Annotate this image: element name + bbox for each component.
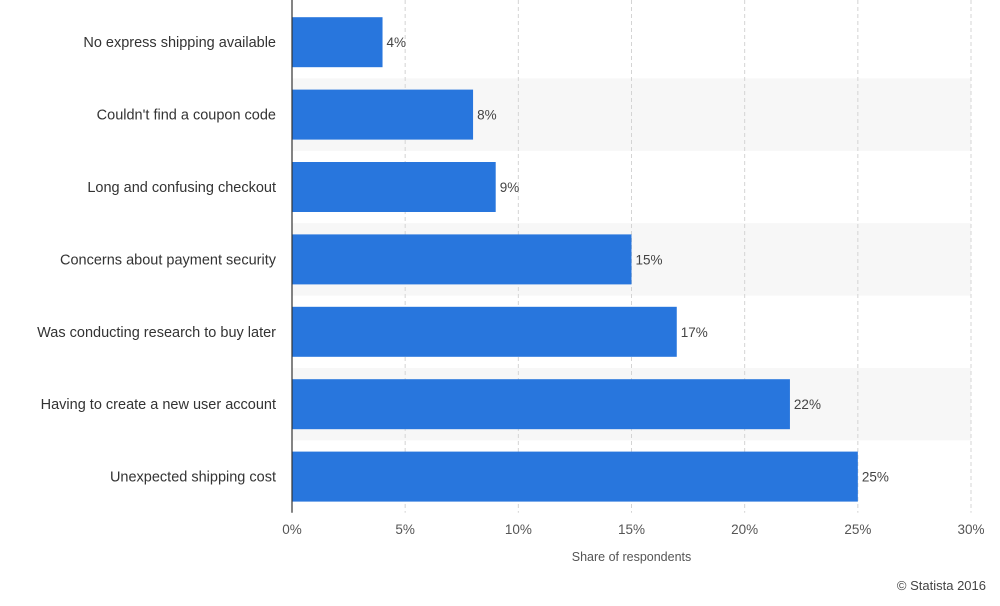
bar	[292, 162, 496, 212]
x-tick-label: 20%	[731, 522, 758, 537]
value-label: 4%	[387, 35, 407, 50]
category-label: Concerns about payment security	[60, 252, 277, 268]
value-label: 22%	[794, 397, 821, 412]
x-tick-label: 30%	[957, 522, 984, 537]
bar	[292, 17, 383, 68]
category-label: Unexpected shipping cost	[110, 470, 276, 486]
x-tick-labels: 0% 5% 10% 15% 20% 25% 30%	[282, 522, 984, 537]
category-label: No express shipping available	[83, 35, 276, 51]
category-labels: No express shipping available Couldn't fi…	[37, 35, 277, 485]
bars	[292, 17, 858, 502]
category-label: Long and confusing checkout	[87, 180, 276, 196]
x-tick-label: 0%	[282, 522, 302, 537]
value-label: 25%	[862, 470, 889, 485]
value-label: 8%	[477, 108, 497, 123]
x-tick-label: 15%	[618, 522, 645, 537]
bar	[292, 89, 474, 140]
value-label: 9%	[500, 180, 520, 195]
value-label: 17%	[681, 325, 708, 340]
x-axis-title: Share of respondents	[572, 550, 692, 564]
category-label: Having to create a new user account	[41, 397, 276, 413]
category-label: Couldn't find a coupon code	[97, 108, 276, 124]
x-tick-label: 5%	[395, 522, 415, 537]
bar	[292, 451, 858, 502]
source-credit: © Statista 2016	[896, 578, 986, 593]
category-label: Was conducting research to buy later	[37, 325, 276, 341]
x-tick-label: 25%	[844, 522, 871, 537]
x-tick-label: 10%	[505, 522, 532, 537]
value-labels: 4% 8% 9% 15% 17% 22% 25%	[387, 35, 889, 484]
bar	[292, 234, 632, 285]
bar	[292, 306, 677, 357]
value-label: 15%	[636, 252, 663, 267]
bar	[292, 379, 790, 430]
